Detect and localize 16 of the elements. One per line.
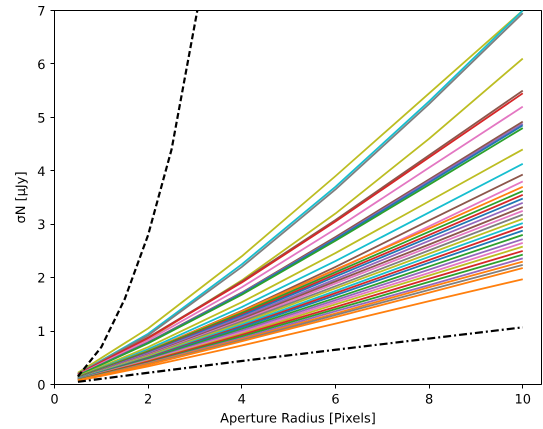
y-tick-label: 6 <box>37 58 46 73</box>
x-tick-label: 6 <box>331 392 340 408</box>
x-axis-title: Aperture Radius [Pixels] <box>220 412 376 426</box>
y-tick-label: 7 <box>37 4 46 20</box>
y-axis-title: σN [μJy] <box>14 171 30 224</box>
x-tick-label: 10 <box>514 392 532 408</box>
x-tick-label: 8 <box>424 392 434 408</box>
x-tick-label: 2 <box>144 392 152 408</box>
y-tick-label: 3 <box>37 218 46 234</box>
y-tick-label: 4 <box>37 164 46 180</box>
y-tick-label: 0 <box>37 378 46 394</box>
y-tick-label: 1 <box>37 325 46 340</box>
x-tick-label: 4 <box>238 392 246 408</box>
y-tick-label: 5 <box>37 111 46 126</box>
y-tick-label: 2 <box>37 272 46 287</box>
x-tick-label: 0 <box>50 392 59 408</box>
